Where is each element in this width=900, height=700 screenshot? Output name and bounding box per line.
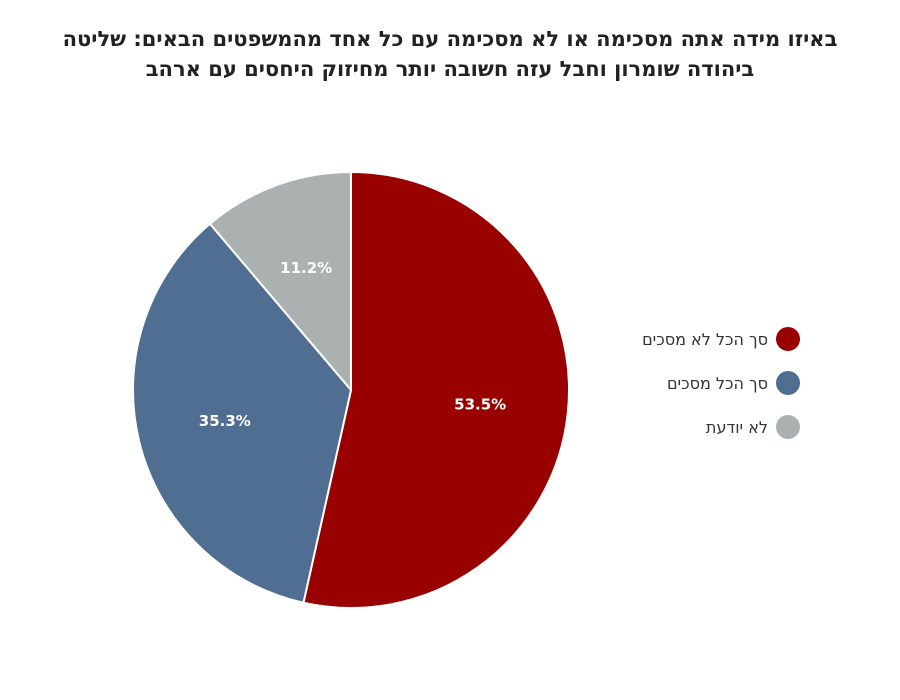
legend-swatch-dont-know	[776, 415, 800, 439]
legend-label-agree: סך הכל מסכים	[666, 373, 768, 393]
pie-slice-dont-know	[208, 171, 352, 391]
legend-swatch-disagree	[776, 327, 800, 351]
chart-title-line-1: באיזו מידה אתה מסכימה או לא מסכימה עם כל…	[62, 27, 838, 51]
legend-swatch-agree	[776, 371, 800, 395]
legend-item-disagree: סך הכל לא מסכים	[560, 327, 800, 351]
legend: סך הכל לא מסכים סך הכל מסכים לא יודעת	[560, 327, 800, 460]
data-label-agree: 35.3%	[199, 412, 251, 430]
chart-title: באיזו מידה אתה מסכימה או לא מסכימה עם כל…	[20, 24, 880, 84]
legend-item-agree: סך הכל מסכים	[560, 371, 800, 395]
legend-label-disagree: סך הכל לא מסכים	[642, 329, 768, 349]
legend-label-dont-know: לא יודעת	[705, 417, 768, 437]
pie-slice-agree	[132, 222, 352, 604]
chart-title-line-2: ביהודה שומרון וחבל עזה חשובה יותר מחיזוק…	[145, 57, 755, 81]
data-label-dont-know: 11.2%	[280, 259, 332, 277]
legend-item-dont-know: לא יודעת	[560, 415, 800, 439]
pie-slice-disagree	[302, 171, 570, 609]
data-label-disagree: 53.5%	[454, 395, 506, 413]
